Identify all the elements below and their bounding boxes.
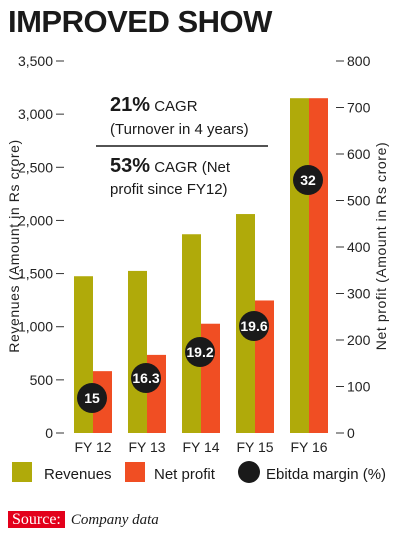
y-tick-label: 500 <box>30 372 54 388</box>
legend-label-ebitda: Ebitda margin (%) <box>266 466 386 483</box>
y-tick-label: 3,000 <box>18 106 53 122</box>
ebitda-marker <box>185 337 215 367</box>
y2-tick-label: 700 <box>347 100 371 116</box>
source-text: Company data <box>70 512 159 528</box>
y2-tick-label: 0 <box>347 425 355 441</box>
chart-title: IMPROVED SHOW <box>8 4 272 39</box>
y-axis-title: Revenues (Amount in Rs crore) <box>6 139 22 352</box>
revenue-bar <box>290 98 309 433</box>
revenue-bar <box>182 234 201 433</box>
source-line: Source: Company data <box>8 511 159 529</box>
source-tag: Source: <box>8 511 65 528</box>
y-tick-label: 3,500 <box>18 53 53 69</box>
profit-cagr-value: 53% <box>110 155 150 177</box>
x-tick-label: FY 14 <box>182 439 219 455</box>
annotation-line-3: 53% CAGR (Net <box>110 155 231 177</box>
legend-label-revenues: Revenues <box>44 466 112 483</box>
annotation-line-2: (Turnover in 4 years) <box>110 121 249 138</box>
y-tick-label: 2,500 <box>18 159 53 175</box>
y2-tick-label: 600 <box>347 146 371 162</box>
ebitda-marker <box>239 311 269 341</box>
axis-ticks: 0 500 1,000 1,500 2,000 2,500 3,000 3,500 0 100 20… <box>18 53 371 455</box>
legend-swatch-ebitda <box>238 461 260 483</box>
ebitda-marker <box>77 383 107 413</box>
annotation-line-1: 21% CAGR <box>110 94 198 116</box>
ebitda-marker-label: 19.6 <box>240 318 267 334</box>
ebitda-marker <box>131 363 161 393</box>
y2-tick-label: 300 <box>347 286 371 302</box>
ebitda-markers: 15 16.3 19.2 19.6 32 <box>77 165 323 413</box>
y2-tick-label: 800 <box>347 53 371 69</box>
ebitda-marker-label: 15 <box>84 390 100 406</box>
ebitda-marker-label: 16.3 <box>132 370 159 386</box>
revenue-cagr-value: 21% <box>110 94 150 116</box>
y2-tick-label: 200 <box>347 332 371 348</box>
x-tick-label: FY 12 <box>74 439 111 455</box>
y-tick-label: 1,500 <box>18 266 53 282</box>
x-tick-label: FY 15 <box>236 439 273 455</box>
profit-cagr-label: CAGR (Net <box>150 159 231 176</box>
y2-tick-label: 500 <box>347 193 371 209</box>
ebitda-marker <box>293 165 323 195</box>
bars <box>74 98 328 433</box>
y2-tick-label: 100 <box>347 379 371 395</box>
y-tick-label: 0 <box>45 425 53 441</box>
legend-swatch-net-profit <box>125 462 145 482</box>
ebitda-marker-label: 32 <box>300 172 316 188</box>
y-tick-label: 2,000 <box>18 212 53 228</box>
cagr-annotation: 21% CAGR (Turnover in 4 years) 53% CAGR … <box>96 94 268 198</box>
x-tick-label: FY 13 <box>128 439 165 455</box>
y2-axis-title: Net profit (Amount in Rs crore) <box>373 142 389 350</box>
ebitda-marker-label: 19.2 <box>186 344 213 360</box>
revenue-bar <box>128 270 147 433</box>
revenue-cagr-label: CAGR <box>150 98 198 115</box>
legend-swatch-revenues <box>12 462 32 482</box>
legend-label-net-profit: Net profit <box>154 466 216 483</box>
y-tick-label: 1,000 <box>18 319 53 335</box>
legend: Revenues Net profit Ebitda margin (%) <box>12 461 386 483</box>
net-profit-bar <box>309 98 328 433</box>
annotation-line-4: profit since FY12) <box>110 181 228 198</box>
x-tick-label: FY 16 <box>290 439 327 455</box>
y2-tick-label: 400 <box>347 239 371 255</box>
